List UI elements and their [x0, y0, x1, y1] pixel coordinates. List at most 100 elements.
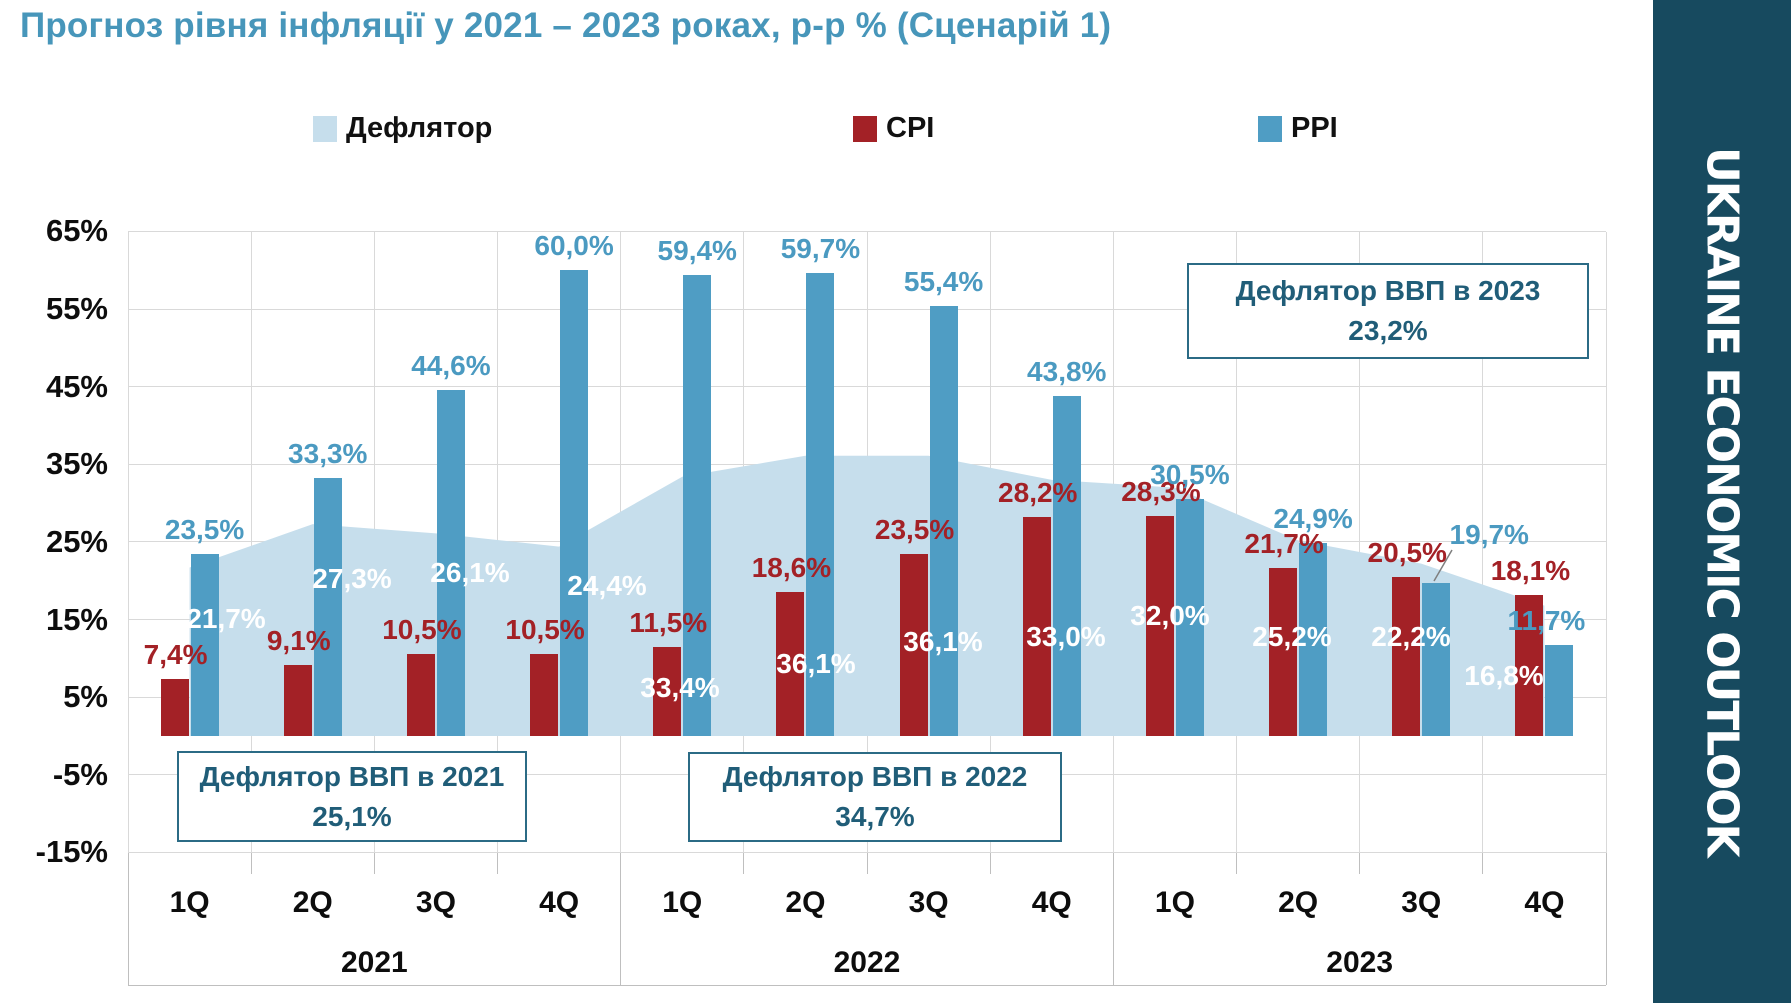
cpi-value-label: 18,1%: [1490, 555, 1571, 587]
annotation-value: 25,1%: [312, 800, 392, 832]
y-axis-label: 25%: [45, 523, 108, 559]
ppi-swatch-icon: [1258, 115, 1282, 142]
quarter-tick: [1236, 853, 1237, 874]
side-banner-text: UKRAINE ECONOMIC OUTLOOK: [1696, 147, 1748, 856]
ppi-value-label: 11,7%: [1507, 605, 1586, 637]
ppi-value-label: 19,7%: [1449, 519, 1529, 551]
deflator-value-label: 36,1%: [903, 626, 983, 657]
quarter-tick: [866, 853, 868, 874]
cpi-bar: [406, 654, 435, 736]
deflator-value-label: 33,0%: [1026, 621, 1106, 652]
annotation-deflator-2022: Дефлятор ВВП в 2022 34,7%: [688, 752, 1062, 842]
gridline-v: [620, 232, 622, 853]
x-axis-quarter-label: 3Q: [415, 886, 456, 919]
x-axis-quarter-label: 3Q: [1401, 886, 1442, 919]
x-axis-line: [128, 985, 1606, 986]
cpi-bar: [160, 678, 189, 736]
deflator-value-label: 16,8%: [1464, 660, 1544, 691]
cpi-value-label: 9,1%: [266, 625, 331, 657]
legend-item-ppi: PPI: [1258, 112, 1338, 145]
cpi-value-label: 11,5%: [629, 606, 708, 638]
ppi-bar: [683, 274, 712, 736]
x-axis-quarter-label: 1Q: [169, 886, 210, 919]
deflator-value-label: 33,4%: [640, 672, 720, 703]
deflator-value-label: 32,0%: [1130, 600, 1210, 631]
x-axis-year-label: 2023: [1326, 946, 1394, 979]
cpi-value-label: 20,5%: [1367, 536, 1447, 568]
quarter-tick: [1359, 853, 1361, 874]
page-title: Прогноз рівня інфляції у 2021 – 2023 рок…: [20, 6, 1112, 45]
y-axis-label: 65%: [45, 213, 108, 249]
legend-label: CPI: [886, 112, 935, 144]
annotation-value: 23,2%: [1348, 315, 1428, 346]
y-axis-label: -15%: [35, 834, 108, 870]
cpi-bar: [283, 665, 312, 736]
annotation-text: Дефлятор ВВП в 2022: [722, 761, 1028, 792]
cpi-bar: [530, 654, 559, 736]
legend-label: Дефлятор: [346, 112, 493, 144]
legend-item-deflator: Дефлятор: [313, 112, 492, 145]
x-axis-quarter-label: 2Q: [1278, 886, 1319, 919]
x-axis-quarter-label: 2Q: [785, 886, 826, 919]
deflator-swatch-icon: [313, 115, 337, 142]
quarter-tick: [989, 853, 991, 874]
cpi-value-label: 10,5%: [382, 614, 462, 646]
deflator-value-label: 27,3%: [312, 563, 392, 594]
year-separator: [1605, 853, 1607, 985]
y-axis-label: 45%: [45, 368, 108, 404]
annotation-value: 34,7%: [835, 801, 915, 832]
y-axis-label: 35%: [45, 446, 108, 482]
deflator-value-label: 25,2%: [1252, 621, 1332, 652]
ppi-bar: [1052, 396, 1081, 736]
x-axis-quarter-label: 3Q: [908, 886, 949, 919]
y-axis-label: -5%: [52, 756, 108, 792]
cpi-value-label: 23,5%: [874, 513, 955, 545]
year-separator: [620, 853, 622, 985]
x-axis-quarter-label: 4Q: [1524, 886, 1565, 919]
deflator-value-label: 21,7%: [186, 603, 266, 634]
ppi-value-label: 33,3%: [288, 437, 368, 469]
ppi-value-label: 59,4%: [657, 234, 737, 266]
year-separator: [127, 853, 129, 985]
cpi-value-label: 7,4%: [143, 638, 208, 670]
quarter-tick: [1482, 853, 1484, 874]
x-axis-quarter-label: 2Q: [292, 886, 333, 919]
gridline-h: [128, 230, 1606, 232]
annotation-text: Дефлятор ВВП в 2023: [1235, 275, 1541, 306]
x-axis-year-label: 2021: [340, 946, 408, 979]
gridline-v: [1112, 232, 1114, 853]
ppi-value-label: 60,0%: [534, 230, 614, 262]
ppi-bar: [313, 477, 342, 736]
ppi-value-label: 43,8%: [1027, 356, 1107, 387]
quarter-tick: [743, 853, 745, 874]
deflator-value-label: 36,1%: [776, 648, 856, 679]
x-axis-quarter-label: 1Q: [662, 886, 703, 919]
quarter-tick: [373, 853, 375, 874]
gridline-v: [127, 232, 129, 853]
x-axis-year-label: 2022: [833, 946, 901, 979]
gridline-v: [1605, 232, 1607, 853]
ppi-bar: [1422, 583, 1451, 736]
ppi-bar: [560, 270, 589, 736]
ppi-value-label: 24,9%: [1273, 502, 1353, 534]
y-axis-label: 15%: [45, 601, 108, 637]
x-axis-quarter-label: 4Q: [539, 886, 580, 919]
cpi-value-label: 28,2%: [998, 477, 1078, 509]
year-separator: [1112, 853, 1114, 985]
legend-item-cpi: CPI: [853, 112, 934, 145]
deflator-value-label: 22,2%: [1371, 621, 1451, 652]
quarter-tick: [497, 853, 498, 874]
ppi-value-label: 44,6%: [411, 349, 491, 381]
y-axis-label: 5%: [63, 679, 108, 715]
x-axis-quarter-label: 4Q: [1031, 886, 1072, 919]
cpi-value-label: 18,6%: [751, 551, 832, 583]
ppi-bar: [1545, 645, 1574, 736]
quarter-tick: [250, 853, 252, 874]
annotation-deflator-2021: Дефлятор ВВП в 2021 25,1%: [177, 751, 527, 842]
cpi-bar: [1392, 576, 1421, 736]
annotation-deflator-2023: Дефлятор ВВП в 2023 23,2%: [1187, 263, 1589, 359]
ppi-value-label: 30,5%: [1150, 459, 1230, 491]
ppi-value-label: 55,4%: [903, 265, 984, 297]
ppi-value-label: 59,7%: [780, 232, 861, 264]
